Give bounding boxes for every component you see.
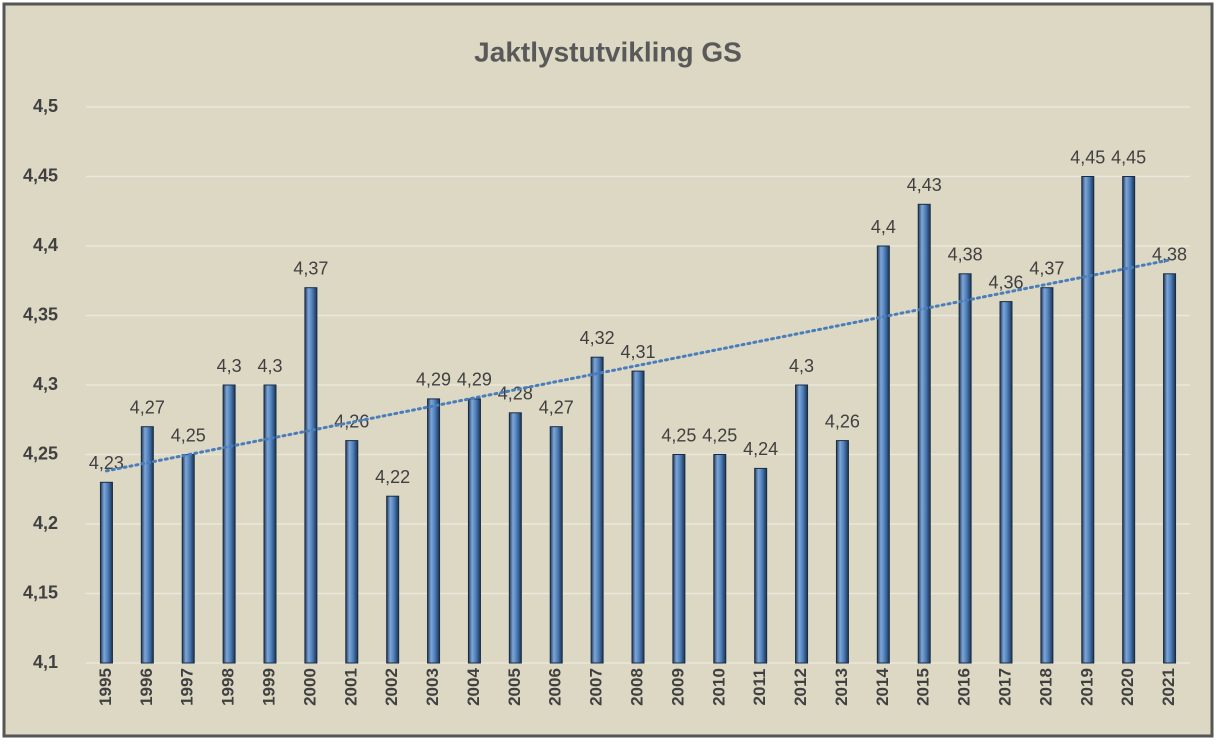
- x-tick-label: 2003: [423, 668, 442, 706]
- data-label: 4,37: [1029, 258, 1064, 278]
- bar: [140, 426, 154, 664]
- y-tick-label: 4,25: [23, 443, 58, 463]
- x-tick-label: 2019: [1077, 668, 1096, 706]
- bar: [713, 454, 727, 664]
- bar: [345, 440, 359, 664]
- x-tick-label: 2008: [627, 668, 646, 706]
- x-tick-label: 2002: [382, 668, 401, 706]
- bar: [876, 245, 890, 664]
- x-tick-label: 1997: [178, 668, 197, 706]
- bar: [754, 467, 768, 664]
- trendline: [104, 258, 1172, 473]
- data-label: 4,37: [293, 258, 328, 278]
- chart-title: Jaktlystutvikling GS: [474, 36, 742, 67]
- x-tick-label: 1998: [219, 668, 238, 706]
- y-tick-label: 4,1: [33, 652, 58, 672]
- data-label: 4,29: [457, 370, 492, 390]
- bar: [999, 301, 1013, 664]
- bar: [99, 481, 113, 664]
- x-tick-label: 2007: [587, 668, 606, 706]
- x-tick-label: 2000: [300, 668, 319, 706]
- y-tick-label: 4,4: [33, 235, 58, 255]
- data-label: 4,3: [217, 356, 242, 376]
- bar: [631, 370, 645, 664]
- data-label: 4,25: [171, 425, 206, 445]
- data-label: 4,29: [416, 370, 451, 390]
- bar: [835, 440, 849, 664]
- data-label: 4,3: [789, 356, 814, 376]
- bar: [222, 384, 236, 664]
- bar: [672, 454, 686, 664]
- x-tick-label: 2016: [955, 668, 974, 706]
- x-tick-label: 2017: [995, 668, 1014, 706]
- x-tick-label: 2015: [914, 668, 933, 706]
- bar: [508, 412, 522, 664]
- data-label: 4,4: [871, 217, 896, 237]
- x-tick-label: 2011: [750, 669, 769, 706]
- bar: [304, 287, 318, 664]
- bar: [549, 426, 563, 664]
- data-label: 4,38: [1152, 245, 1187, 265]
- x-tick-label: 1995: [96, 668, 115, 706]
- data-label: 4,27: [130, 397, 165, 417]
- data-label: 4,3: [257, 356, 282, 376]
- x-tick-label: 2009: [668, 668, 687, 706]
- x-tick-label: 2010: [709, 668, 728, 706]
- bar: [958, 273, 972, 664]
- bar: [795, 384, 809, 664]
- y-tick-label: 4,15: [23, 582, 58, 602]
- data-label: 4,32: [580, 328, 615, 348]
- bar: [427, 398, 441, 664]
- x-tick-label: 1999: [259, 668, 278, 706]
- data-label: 4,31: [620, 342, 655, 362]
- bar: [1081, 176, 1095, 664]
- bar: [181, 454, 195, 664]
- y-tick-label: 4,3: [33, 374, 58, 394]
- x-tick-label: 2020: [1118, 668, 1137, 706]
- data-label: 4,23: [89, 453, 124, 473]
- bar: [917, 203, 931, 664]
- x-tick-label: 2021: [1159, 668, 1178, 706]
- x-tick-label: 2005: [505, 668, 524, 706]
- y-tick-label: 4,2: [33, 513, 58, 533]
- data-label: 4,22: [375, 467, 410, 487]
- x-tick-label: 2004: [464, 668, 483, 706]
- data-label: 4,45: [1111, 147, 1146, 167]
- x-tick-label: 2006: [546, 668, 565, 706]
- bar: [1163, 273, 1177, 664]
- y-tick-label: 4,45: [23, 165, 58, 185]
- x-tick-label: 2014: [873, 668, 892, 706]
- bar: [386, 495, 400, 664]
- data-label: 4,27: [539, 397, 574, 417]
- data-label: 4,25: [661, 425, 696, 445]
- data-label: 4,38: [948, 245, 983, 265]
- bar: [1040, 287, 1054, 664]
- bar: [1122, 176, 1136, 664]
- bar: [467, 398, 481, 664]
- x-tick-label: 2013: [832, 668, 851, 706]
- data-label: 4,26: [334, 411, 369, 431]
- data-label: 4,25: [702, 425, 737, 445]
- x-tick-label: 2001: [341, 668, 360, 706]
- y-tick-label: 4,5: [33, 96, 58, 116]
- data-label: 4,43: [907, 175, 942, 195]
- bar: [263, 384, 277, 664]
- y-tick-label: 4,35: [23, 304, 58, 324]
- data-label: 4,26: [825, 411, 860, 431]
- data-label: 4,45: [1070, 147, 1105, 167]
- data-label: 4,24: [743, 439, 778, 459]
- bar: [590, 356, 604, 664]
- x-tick-label: 1996: [137, 668, 156, 706]
- x-tick-label: 2018: [1036, 668, 1055, 706]
- x-tick-label: 2012: [791, 668, 810, 706]
- data-label: 4,36: [988, 272, 1023, 292]
